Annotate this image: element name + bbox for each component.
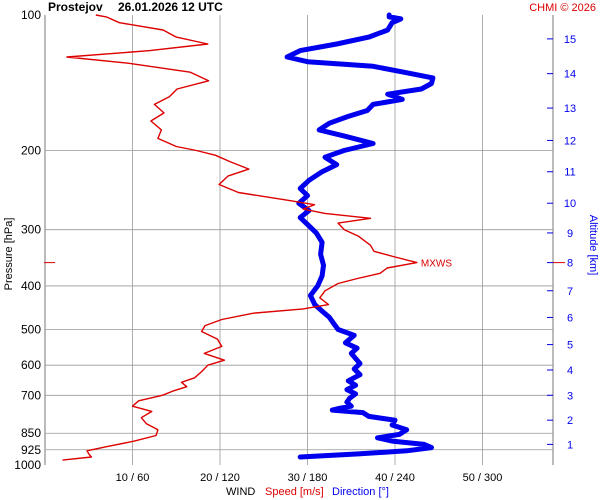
pressure-tick-label: 400	[21, 279, 41, 293]
footer-wind: WIND	[226, 486, 255, 498]
altitude-tick-label: 5	[567, 340, 573, 352]
y-axis-left-label: Pressure [hPa]	[3, 218, 15, 291]
pressure-tick-label: 925	[21, 443, 41, 457]
pressure-tick-label: 500	[21, 323, 41, 337]
altitude-tick-label: 7	[567, 286, 573, 298]
x-tick-label: 50 / 300	[463, 472, 503, 484]
altitude-tick-label: 13	[564, 103, 576, 115]
altitude-tick-label: 1	[567, 439, 573, 451]
altitude-tick-label: 12	[564, 135, 576, 147]
altitude-tick-label: 6	[567, 312, 573, 324]
altitude-tick-label: 3	[567, 390, 573, 402]
x-tick-label: 10 / 60	[116, 472, 150, 484]
direction-series-line	[284, 12, 436, 460]
pressure-tick-label: 1000	[14, 458, 41, 472]
altitude-tick-label: 4	[567, 365, 573, 377]
footer-direction-label: Direction [°]	[332, 486, 389, 498]
mxws-label: MXWS	[421, 259, 452, 270]
pressure-tick-label: 600	[21, 358, 41, 372]
datetime-title: 26.01.2026 12 UTC	[118, 0, 223, 14]
speed-series-line	[62, 14, 418, 461]
altitude-tick-label: 8	[567, 258, 573, 270]
pressure-tick-label: 700	[21, 388, 41, 402]
x-tick-label: 30 / 180	[288, 472, 328, 484]
x-ticks: 10 / 60 20 / 120 30 / 180 40 / 240 50 / 300	[116, 472, 503, 484]
altitude-tick-label: 10	[564, 198, 576, 210]
series-layer: MXWS	[44, 12, 565, 461]
altitude-tick-label: 15	[564, 34, 576, 46]
altitude-tick-label: 11	[564, 167, 575, 179]
altitude-tick-label: 2	[567, 415, 573, 427]
footer-speed-label: Speed [m/s]	[265, 486, 324, 498]
pressure-tick-label: 300	[21, 223, 41, 237]
station-title: Prostejov	[48, 0, 103, 14]
grid	[44, 15, 554, 465]
x-tick-label: 40 / 240	[375, 472, 415, 484]
pressure-tick-label: 100	[21, 8, 41, 22]
copyright: CHMI © 2026	[529, 2, 596, 14]
pressure-tick-label: 200	[21, 143, 41, 157]
altitude-tick-label: 9	[567, 228, 573, 240]
pressure-tick-label: 850	[21, 426, 41, 440]
y-axis-right-label: Altitude [km]	[587, 215, 599, 276]
altitude-tick-label: 14	[564, 69, 576, 81]
x-tick-label: 20 / 120	[200, 472, 240, 484]
